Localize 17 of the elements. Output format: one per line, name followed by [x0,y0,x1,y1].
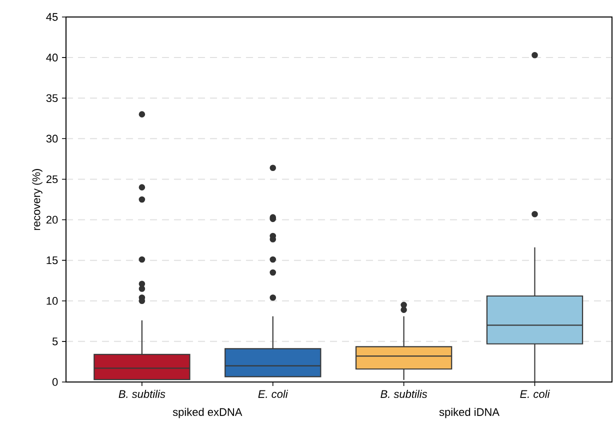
y-tick-label: 35 [46,94,58,102]
y-tick-label: 40 [46,54,58,62]
y-tick-label: 45 [46,13,58,21]
x-tick-label: E. coli [520,390,550,398]
y-axis-title: recovery (%) [32,169,42,230]
y-tick-label: 20 [46,216,58,224]
y-tick-label: 5 [52,338,58,346]
text: spiked iDNA [439,408,500,418]
x-tick-label: E. coli [258,390,288,398]
y-tick-label: 15 [46,256,58,264]
x-tick-label: B. subtilis [118,390,166,398]
x-tick-label: B. subtilis [380,390,428,398]
y-tick-label: 10 [46,296,58,305]
y-tick-label: 25 [46,175,58,184]
y-tick-label: 30 [46,134,58,143]
y-tick-label: 0 [52,378,58,386]
text: spiked exDNA [172,408,242,418]
